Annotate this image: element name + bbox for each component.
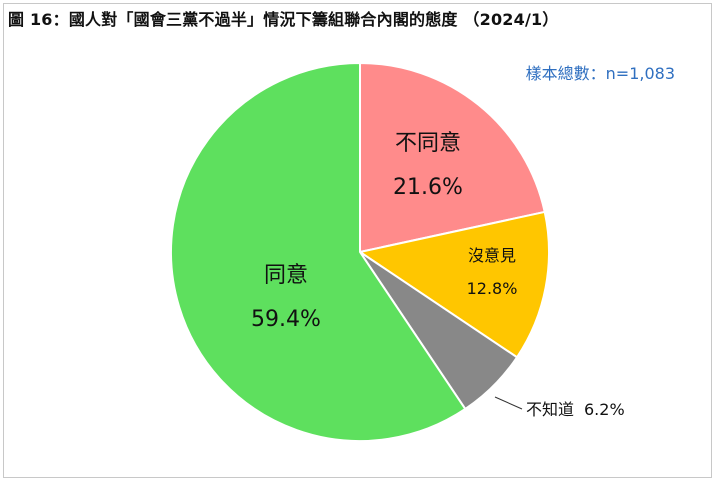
slice-label-dont-know: 不知道 6.2% xyxy=(494,396,625,419)
sample-size-note: 樣本總數：n=1,083 xyxy=(525,64,675,83)
slice-label-agree-name: 同意 xyxy=(264,263,308,288)
slice-label-agree: 同意 59.4% xyxy=(251,263,321,332)
pie-slice-no-opinion xyxy=(359,210,550,359)
slice-label-no-opinion: 沒意見 12.8% xyxy=(467,246,518,298)
pie-slice-agree xyxy=(169,62,467,442)
slice-label-disagree-value: 21.6% xyxy=(393,175,463,200)
slice-label-disagree-name: 不同意 xyxy=(395,131,461,156)
leader-line xyxy=(494,396,523,410)
slice-label-no-opinion-value: 12.8% xyxy=(467,279,518,298)
slice-label-agree-value: 59.4% xyxy=(251,307,321,332)
slice-label-disagree: 不同意 21.6% xyxy=(393,131,463,200)
slice-label-dont-know-value: 6.2% xyxy=(584,400,625,419)
chart-title: 圖 16：國人對「國會三黨不過半」情況下籌組聯合內閣的態度 （2024/1） xyxy=(8,10,559,29)
pie-slice-disagree xyxy=(359,62,546,253)
slice-label-dont-know-name: 不知道 xyxy=(526,400,574,419)
pie-slices xyxy=(169,62,550,442)
slice-label-no-opinion-name: 沒意見 xyxy=(468,246,516,265)
